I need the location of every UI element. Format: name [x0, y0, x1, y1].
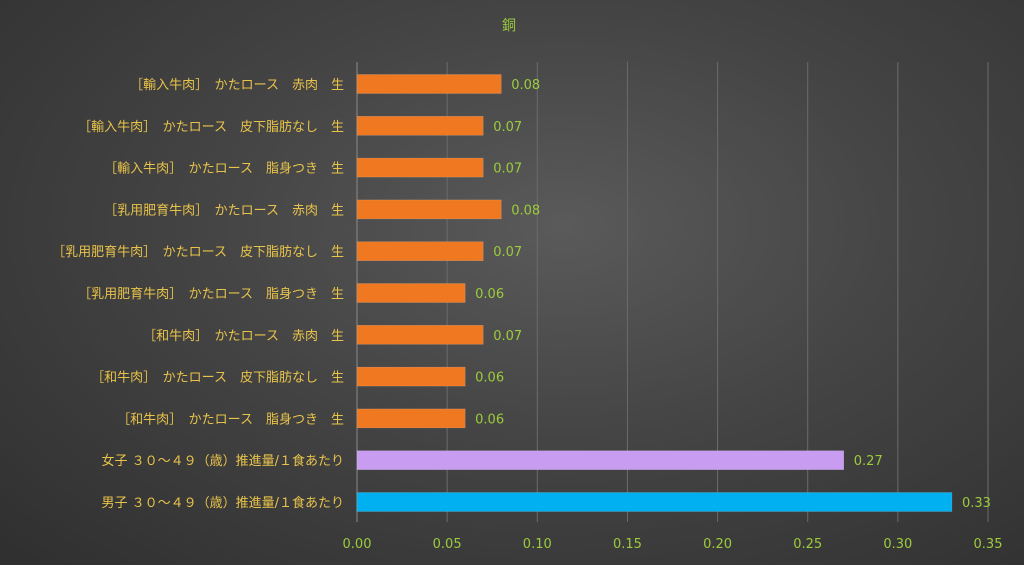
data-label: 0.08 [511, 203, 540, 218]
x-tick-label: 0.05 [433, 537, 462, 552]
bar [356, 325, 484, 345]
category-label: 女子 ３０～４９（歳）推進量/１食あたり [101, 453, 344, 469]
category-label: ［和牛肉］ かたロース 赤肉 生 [143, 329, 344, 344]
data-label: 0.07 [493, 162, 522, 177]
data-label: 0.08 [511, 78, 540, 93]
data-label: 0.06 [475, 371, 504, 386]
x-tick-label: 0.15 [613, 537, 642, 552]
gridlines [356, 62, 989, 522]
x-axis-tick-labels: 0.00 0.05 0.10 0.15 0.20 0.25 0.30 0.35 [343, 537, 1003, 552]
data-label: 0.06 [475, 412, 504, 427]
category-label: ［和牛肉］ かたロース 皮下脂肪なし 生 [91, 370, 344, 386]
bar [356, 241, 484, 261]
category-label: ［輸入牛肉］ かたロース 赤肉 生 [130, 78, 344, 93]
x-tick-label: 0.20 [703, 537, 732, 552]
category-labels: ［輸入牛肉］ かたロース 赤肉 生 ［輸入牛肉］ かたロース 皮下脂肪なし 生 ［輸… [52, 78, 344, 511]
data-labels: 0.08 0.07 0.07 0.08 0.07 0.06 0.07 0.06 0.06 0.27… [475, 78, 991, 511]
bar [356, 366, 466, 387]
bar [356, 283, 466, 303]
category-label: ［輸入牛肉］ かたロース 皮下脂肪なし 生 [78, 119, 344, 135]
category-label: 男子 ３０～４９（歳）推進量/１食あたり [101, 495, 344, 511]
x-tick-label: 0.30 [883, 537, 912, 552]
category-label: ［輸入牛肉］ かたロース 脂身つき 生 [104, 161, 344, 177]
x-tick-label: 0.35 [974, 537, 1003, 552]
bar [356, 199, 502, 220]
bars [356, 74, 953, 512]
data-label: 0.27 [854, 454, 883, 469]
bar [356, 450, 845, 470]
bar [356, 74, 502, 94]
category-label: ［乳用肥育牛肉］ かたロース 赤肉 生 [104, 202, 344, 218]
chart-title: 銅 [502, 18, 516, 34]
data-label: 0.33 [962, 496, 991, 511]
category-label: ［乳用肥育牛肉］ かたロース 脂身つき 生 [78, 286, 344, 302]
category-label: ［乳用肥育牛肉］ かたロース 皮下脂肪なし 生 [52, 244, 344, 260]
bar [356, 408, 466, 429]
x-tick-label: 0.10 [523, 537, 552, 552]
category-label: ［和牛肉］ かたロース 脂身つき 生 [117, 411, 344, 427]
data-label: 0.06 [475, 287, 504, 302]
bar [356, 157, 484, 178]
data-label: 0.07 [493, 245, 522, 260]
data-label: 0.07 [493, 329, 522, 344]
x-tick-label: 0.00 [343, 537, 372, 552]
bar [356, 116, 484, 136]
bar [356, 492, 953, 512]
x-tick-label: 0.25 [793, 537, 822, 552]
data-label: 0.07 [493, 120, 522, 135]
